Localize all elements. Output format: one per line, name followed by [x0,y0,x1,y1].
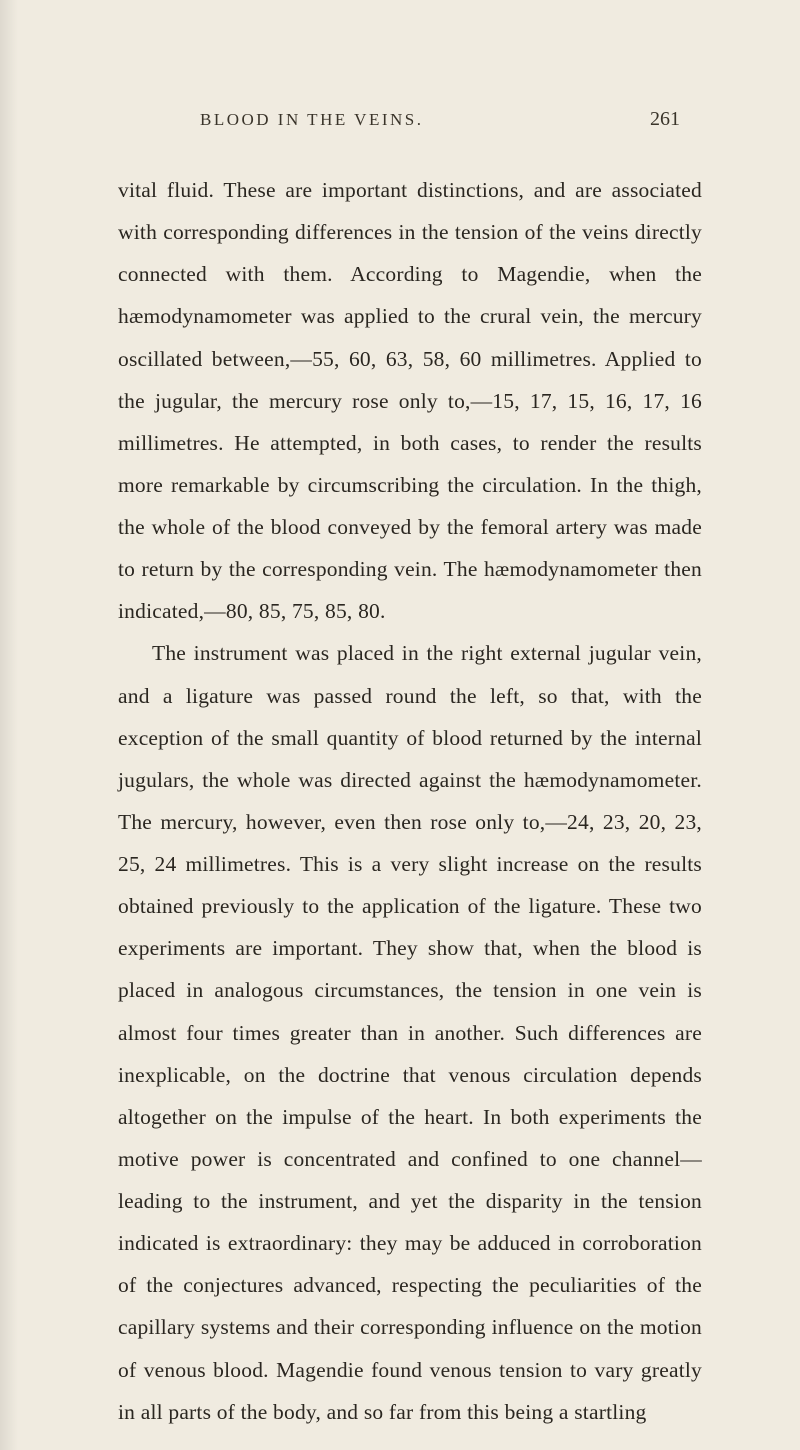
page-container: BLOOD IN THE VEINS. 261 vital fluid. The… [0,0,800,1450]
body-text: vital fluid. These are important distinc… [118,169,702,1433]
page-number: 261 [650,108,680,131]
page-header: BLOOD IN THE VEINS. 261 [118,108,702,131]
running-title: BLOOD IN THE VEINS. [200,110,423,130]
paragraph-2: The instrument was placed in the right e… [118,632,702,1432]
paragraph-1: vital fluid. These are important distinc… [118,169,702,632]
